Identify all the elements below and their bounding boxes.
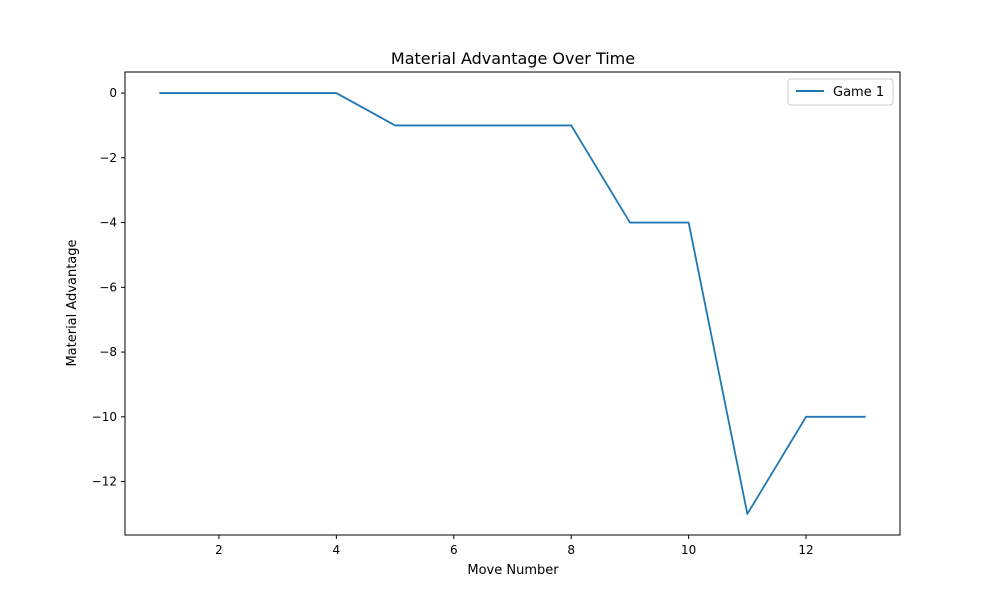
x-axis-label: Move Number — [467, 563, 559, 578]
chart-title: Material Advantage Over Time — [391, 49, 635, 68]
y-tick-label: −10 — [92, 410, 117, 424]
x-tick-label: 2 — [215, 543, 223, 557]
series-line-game-1 — [159, 92, 866, 515]
x-tick-label: 8 — [567, 543, 575, 557]
y-tick-label: −12 — [92, 475, 117, 489]
y-tick-label: −6 — [99, 280, 117, 294]
x-tick-label: 10 — [681, 543, 696, 557]
legend: Game 1 — [787, 78, 894, 106]
y-tick-label: 0 — [109, 86, 117, 100]
x-tick-label: 6 — [450, 543, 458, 557]
legend-box — [787, 78, 894, 106]
y-tick-label: −4 — [99, 216, 117, 230]
y-tick-label: −2 — [99, 151, 117, 165]
legend-label-game-1: Game 1 — [833, 85, 884, 100]
x-tick-label: 12 — [798, 543, 813, 557]
series-layer — [159, 92, 866, 515]
y-axis-ticks: 0 −2 −4 −6 −8 −10 −12 — [92, 86, 125, 489]
plot-area: 2 4 6 8 10 12 0 −2 −4 −6 −8 −10 −12 — [92, 71, 901, 557]
plot-frame — [124, 71, 901, 536]
x-tick-label: 4 — [333, 543, 341, 557]
x-axis-ticks: 2 4 6 8 10 12 — [215, 535, 814, 557]
y-tick-label: −8 — [99, 345, 117, 359]
y-axis-label: Material Advantage — [65, 239, 80, 366]
